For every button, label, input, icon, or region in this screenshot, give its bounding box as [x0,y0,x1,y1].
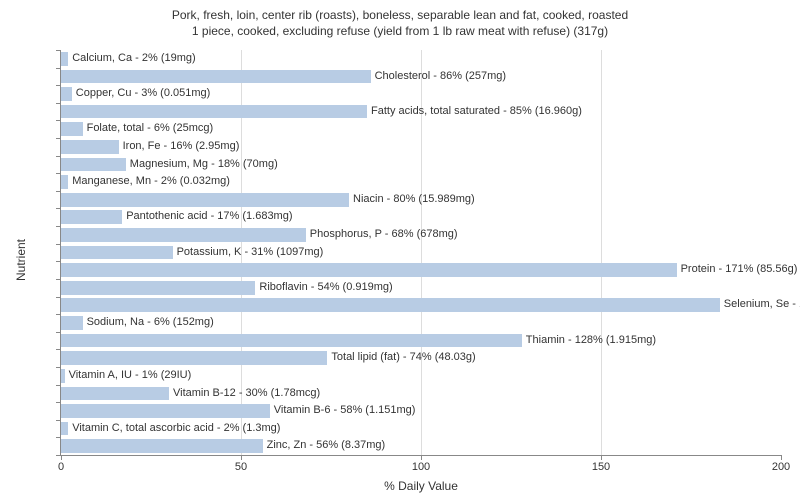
y-tick-mark [56,402,61,403]
bar-label: Magnesium, Mg - 18% (70mg) [126,158,278,172]
bar-label: Calcium, Ca - 2% (19mg) [68,52,195,66]
bar-label: Vitamin B-6 - 58% (1.151mg) [270,404,416,418]
x-tick-label: 100 [412,461,430,473]
y-tick-mark [56,420,61,421]
bar: Vitamin A, IU - 1% (29IU) [61,369,65,383]
bar: Vitamin C, total ascorbic acid - 2% (1.3… [61,422,68,436]
chart-title-line2: 1 piece, cooked, excluding refuse (yield… [0,24,800,40]
y-tick-mark [56,226,61,227]
y-tick-mark [56,244,61,245]
bar-label: Zinc, Zn - 56% (8.37mg) [263,439,386,453]
y-tick-mark [56,261,61,262]
y-tick-mark [56,156,61,157]
y-tick-mark [56,103,61,104]
bar: Thiamin - 128% (1.915mg) [61,334,522,348]
x-tick-mark [781,455,782,460]
x-tick-mark [61,455,62,460]
y-tick-mark [56,208,61,209]
y-tick-mark [56,279,61,280]
x-tick-mark [601,455,602,460]
bar: Manganese, Mn - 2% (0.032mg) [61,175,68,189]
bar: Selenium, Se - 183% (127.8mcg) [61,298,720,312]
y-tick-mark [56,332,61,333]
bar: Zinc, Zn - 56% (8.37mg) [61,439,263,453]
bar: Calcium, Ca - 2% (19mg) [61,52,68,66]
x-tick-label: 150 [592,461,610,473]
bar: Cholesterol - 86% (257mg) [61,70,371,84]
bar: Niacin - 80% (15.989mg) [61,193,349,207]
chart-title-line1: Pork, fresh, loin, center rib (roasts), … [0,8,800,24]
nutrient-chart: Pork, fresh, loin, center rib (roasts), … [0,0,800,500]
x-tick-label: 0 [58,461,64,473]
bar: Riboflavin - 54% (0.919mg) [61,281,255,295]
bar-label: Vitamin A, IU - 1% (29IU) [65,369,192,383]
y-tick-mark [56,173,61,174]
y-tick-mark [56,85,61,86]
x-tick-mark [421,455,422,460]
bar-label: Protein - 171% (85.56g) [677,263,798,277]
bar-label: Selenium, Se - 183% (127.8mcg) [720,298,800,312]
x-axis-label: % Daily Value [384,479,458,493]
bar-label: Vitamin B-12 - 30% (1.78mcg) [169,387,320,401]
bar: Phosphorus, P - 68% (678mg) [61,228,306,242]
y-tick-mark [56,50,61,51]
bar: Vitamin B-12 - 30% (1.78mcg) [61,387,169,401]
y-tick-mark [56,297,61,298]
bar-label: Iron, Fe - 16% (2.95mg) [119,140,240,154]
bar-label: Total lipid (fat) - 74% (48.03g) [327,351,475,365]
x-tick-label: 50 [235,461,247,473]
y-tick-mark [56,314,61,315]
bar: Vitamin B-6 - 58% (1.151mg) [61,404,270,418]
bar-label: Manganese, Mn - 2% (0.032mg) [68,175,230,189]
bar-label: Cholesterol - 86% (257mg) [371,70,506,84]
bar-label: Niacin - 80% (15.989mg) [349,193,475,207]
bar: Copper, Cu - 3% (0.051mg) [61,87,72,101]
x-tick-label: 200 [772,461,790,473]
bar-label: Phosphorus, P - 68% (678mg) [306,228,458,242]
y-tick-mark [56,367,61,368]
bar: Total lipid (fat) - 74% (48.03g) [61,351,327,365]
bar: Sodium, Na - 6% (152mg) [61,316,83,330]
bar: Folate, total - 6% (25mcg) [61,122,83,136]
bar: Pantothenic acid - 17% (1.683mg) [61,210,122,224]
chart-title: Pork, fresh, loin, center rib (roasts), … [0,0,800,39]
gridline [601,50,602,455]
y-tick-mark [56,68,61,69]
bar-label: Folate, total - 6% (25mcg) [83,122,214,136]
bar: Iron, Fe - 16% (2.95mg) [61,140,119,154]
y-tick-mark [56,138,61,139]
y-tick-mark [56,191,61,192]
plot-area: Nutrient % Daily Value 050100150200Calci… [60,50,781,456]
y-tick-mark [56,455,61,456]
y-tick-mark [56,120,61,121]
y-tick-mark [56,349,61,350]
y-tick-mark [56,437,61,438]
bar-label: Fatty acids, total saturated - 85% (16.9… [367,105,582,119]
bar-label: Potassium, K - 31% (1097mg) [173,246,324,260]
x-tick-mark [241,455,242,460]
bar-label: Vitamin C, total ascorbic acid - 2% (1.3… [68,422,280,436]
bar-label: Copper, Cu - 3% (0.051mg) [72,87,211,101]
y-tick-mark [56,385,61,386]
bar-label: Pantothenic acid - 17% (1.683mg) [122,210,292,224]
bar: Protein - 171% (85.56g) [61,263,677,277]
bar: Fatty acids, total saturated - 85% (16.9… [61,105,367,119]
bar: Magnesium, Mg - 18% (70mg) [61,158,126,172]
bar: Potassium, K - 31% (1097mg) [61,246,173,260]
y-axis-label: Nutrient [14,238,28,280]
bar-label: Riboflavin - 54% (0.919mg) [255,281,392,295]
bar-label: Sodium, Na - 6% (152mg) [83,316,214,330]
bar-label: Thiamin - 128% (1.915mg) [522,334,656,348]
